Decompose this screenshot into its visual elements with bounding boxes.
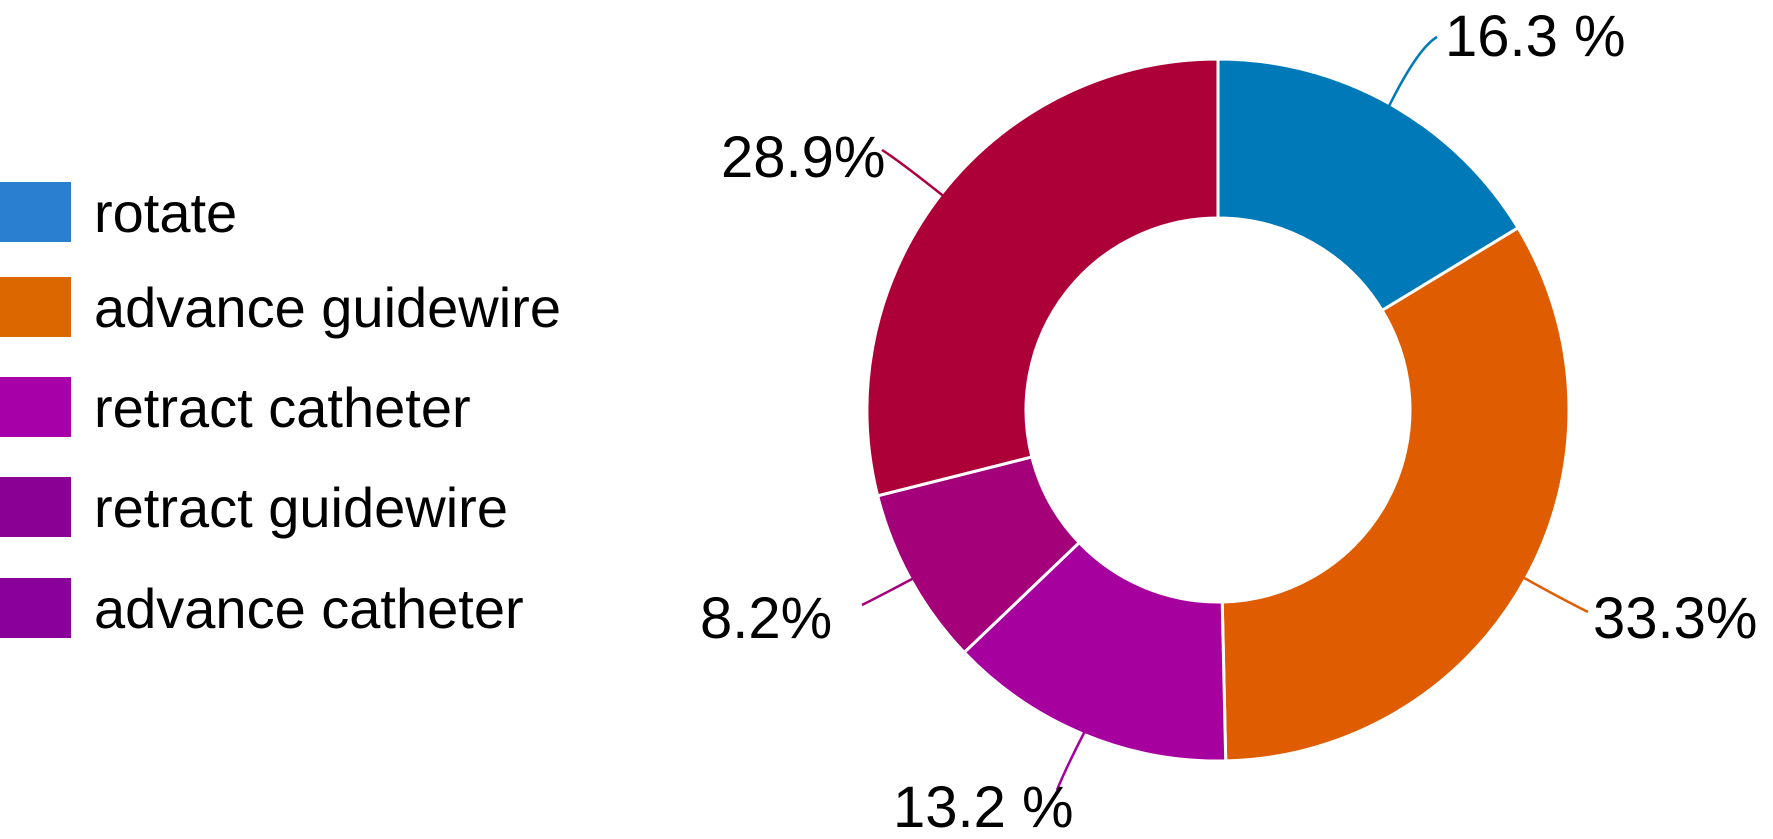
legend: rotate advance guidewire retract catheter r… <box>0 181 561 640</box>
slice-percent-label: 16.3 % <box>1445 4 1626 69</box>
legend-label: advance guidewire <box>94 276 561 339</box>
legend-label: retract catheter <box>94 376 471 439</box>
legend-item: advance catheter <box>0 577 524 640</box>
legend-label: advance catheter <box>94 577 524 640</box>
leader-line <box>861 577 914 607</box>
leader-line <box>1055 731 1086 791</box>
donut-slice-advance-guidewire <box>1220 225 1571 763</box>
donut-slice-rotate <box>1216 57 1521 313</box>
legend-swatch <box>0 578 71 638</box>
legend-item: advance guidewire <box>0 276 561 339</box>
leader-line <box>881 148 944 197</box>
leader-line <box>1523 576 1589 614</box>
slice-labels: 16.3 % 33.3% 13.2 % 8.2% 28.9% <box>700 4 1757 839</box>
legend-item: retract guidewire <box>0 476 508 539</box>
legend-label: retract guidewire <box>94 476 508 539</box>
legend-swatch <box>0 182 71 242</box>
legend-swatch <box>0 277 71 337</box>
leader-lines <box>861 35 1589 791</box>
donut-slices <box>865 57 1571 763</box>
slice-percent-label: 8.2% <box>700 586 832 651</box>
leader-line <box>1388 35 1438 107</box>
slice-percent-label: 13.2 % <box>893 775 1074 839</box>
legend-swatch <box>0 477 71 537</box>
slice-percent-label: 28.9% <box>721 125 885 190</box>
legend-swatch <box>0 377 71 437</box>
legend-item: rotate <box>0 181 237 244</box>
donut-slice-retract-catheter <box>962 540 1228 763</box>
donut-slice-advance-catheter <box>865 57 1220 498</box>
slice-percent-label: 33.3% <box>1593 586 1757 651</box>
legend-label: rotate <box>94 181 237 244</box>
legend-item: retract catheter <box>0 376 471 439</box>
